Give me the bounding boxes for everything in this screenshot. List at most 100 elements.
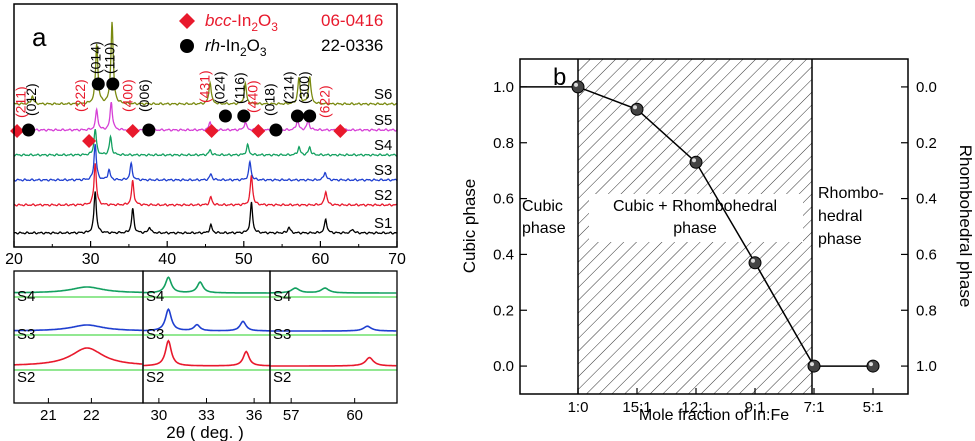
inset-label-S2: S2 — [17, 369, 35, 386]
legend-formula-part: O — [258, 11, 271, 30]
xrd-series-S6 — [13, 21, 398, 106]
rh-peak-marker — [269, 123, 283, 137]
hkl-label: (014) — [88, 41, 104, 74]
phase-y-axis-label: Cubic phase — [460, 179, 479, 274]
inset-curve — [142, 307, 270, 332]
cubic-phase-point — [866, 359, 880, 373]
hkl-label: (116) — [232, 72, 248, 104]
hkl-label: (110) — [101, 42, 117, 74]
region-label: phase — [522, 220, 566, 237]
region-label: Rhombo- — [818, 185, 884, 202]
x-tick-label: 5:1 — [863, 399, 884, 416]
inset-label-S2: S2 — [146, 369, 164, 386]
x-tick-label: 60 — [312, 251, 330, 268]
inset-curve — [270, 325, 397, 332]
y2-tick-label: 0.2 — [916, 135, 937, 152]
y-tick-label: 0.6 — [493, 191, 514, 208]
inset-curve — [270, 356, 397, 367]
panel-label-b: b — [553, 64, 566, 91]
xrd-series-S1 — [14, 191, 398, 235]
panel-label-a: a — [32, 22, 47, 52]
x-tick-label: 20 — [5, 251, 23, 268]
legend-circle — [180, 39, 194, 53]
point-highlight — [574, 82, 578, 87]
legend-formula-part: -In — [231, 11, 251, 30]
inset-tick-label: 33 — [198, 407, 215, 424]
x-tick-label: 7:1 — [804, 399, 825, 416]
hkl-label: (622) — [317, 85, 333, 118]
hkl-label: (012) — [23, 83, 39, 116]
inset-tick-label: 22 — [83, 407, 100, 424]
inset-curve — [14, 286, 143, 294]
x-tick-label: 30 — [82, 251, 100, 268]
legend-formula-part: 2 — [240, 45, 247, 59]
hkl-label: (024) — [212, 71, 228, 104]
bcc-peak-marker — [82, 134, 97, 148]
inset-label-S4: S4 — [146, 288, 164, 305]
region-label-bg — [589, 194, 803, 242]
x-tick-label: 15:1 — [622, 399, 651, 416]
cubic-phase-point — [807, 359, 821, 373]
x-tick-label: 70 — [388, 251, 406, 268]
point-highlight — [751, 258, 755, 263]
legend-ref-rh: 22-0336 — [321, 36, 383, 55]
cubic-phase-point — [689, 155, 703, 169]
legend-formula-part: O — [247, 36, 260, 55]
hkl-label: (431) — [196, 70, 212, 103]
bcc-peak-marker — [10, 124, 25, 138]
bcc-peak-marker — [251, 124, 266, 138]
series-label-S4: S4 — [374, 137, 392, 154]
legend-label-bcc: bcc-In2O3 — [205, 11, 278, 34]
cubic-phase-point — [748, 256, 762, 270]
xrd-series-S5 — [13, 101, 398, 132]
xrd-series-S2 — [13, 163, 398, 207]
hkl-label: (222) — [72, 79, 88, 112]
legend-ref-bcc: 06-0416 — [321, 11, 383, 30]
inset-tick-label: 21 — [40, 407, 57, 424]
y2-tick-label: 0.6 — [916, 246, 937, 263]
xrd-panel: (211)(012) (222)(014)(110)(400) (006) (431)… — [5, 3, 406, 268]
phase-frame — [519, 58, 909, 395]
inset-label-S3: S3 — [273, 326, 291, 343]
phase-y2-axis-label: Rhombohedral phase — [956, 145, 975, 308]
legend-formula-part: 2 — [251, 20, 258, 34]
x-tick-label: 50 — [235, 251, 253, 268]
region-label: phase — [818, 231, 862, 248]
x-tick-label: 1:0 — [568, 399, 589, 416]
inset-frame — [269, 270, 398, 404]
series-label-S5: S5 — [374, 112, 392, 129]
inset-curve — [14, 324, 143, 332]
series-label-S3: S3 — [374, 162, 392, 179]
rh-peak-marker — [237, 109, 251, 123]
rh-peak-marker — [303, 109, 317, 123]
point-highlight — [692, 158, 696, 163]
cubic-phase-point — [630, 102, 644, 116]
hkl-label: (300) — [296, 71, 312, 104]
bcc-peak-marker — [333, 124, 348, 138]
inset-label-S4: S4 — [273, 288, 291, 305]
y-tick-label: 0.8 — [493, 135, 514, 152]
legend-diamond — [179, 13, 195, 29]
x-tick-label: 40 — [158, 251, 176, 268]
hkl-label: (006) — [136, 79, 152, 112]
inset-tick-label: 30 — [151, 407, 168, 424]
inset-tick-label: 36 — [246, 407, 263, 424]
rh-peak-marker — [22, 123, 36, 137]
legend-formula-part: 3 — [260, 45, 267, 59]
x-tick-label: 12:1 — [681, 399, 710, 416]
y-tick-label: 0.2 — [493, 302, 514, 319]
cubic-phase-line — [577, 86, 873, 367]
xrd-insets: S4 S3 S2 21 22 S4 S3 S2 30 33 36 S4 S3 S2 57 60 — [13, 270, 398, 424]
y2-tick-label: 1.0 — [916, 358, 937, 375]
series-label-S1: S1 — [374, 215, 392, 232]
region-label: phase — [673, 220, 717, 237]
inset-label-S2: S2 — [273, 369, 291, 386]
hkl-label: (018) — [261, 83, 277, 116]
y2-tick-label: 0.4 — [916, 191, 937, 208]
hkl-label: (214) — [281, 71, 297, 104]
xrd-x-axis-label: 2θ ( deg. ) — [166, 423, 244, 441]
point-highlight — [810, 362, 814, 367]
point-highlight — [633, 105, 637, 110]
xrd-legend: bcc-In2O3 rh-In2O3 06-0416 22-0336 — [179, 11, 383, 59]
